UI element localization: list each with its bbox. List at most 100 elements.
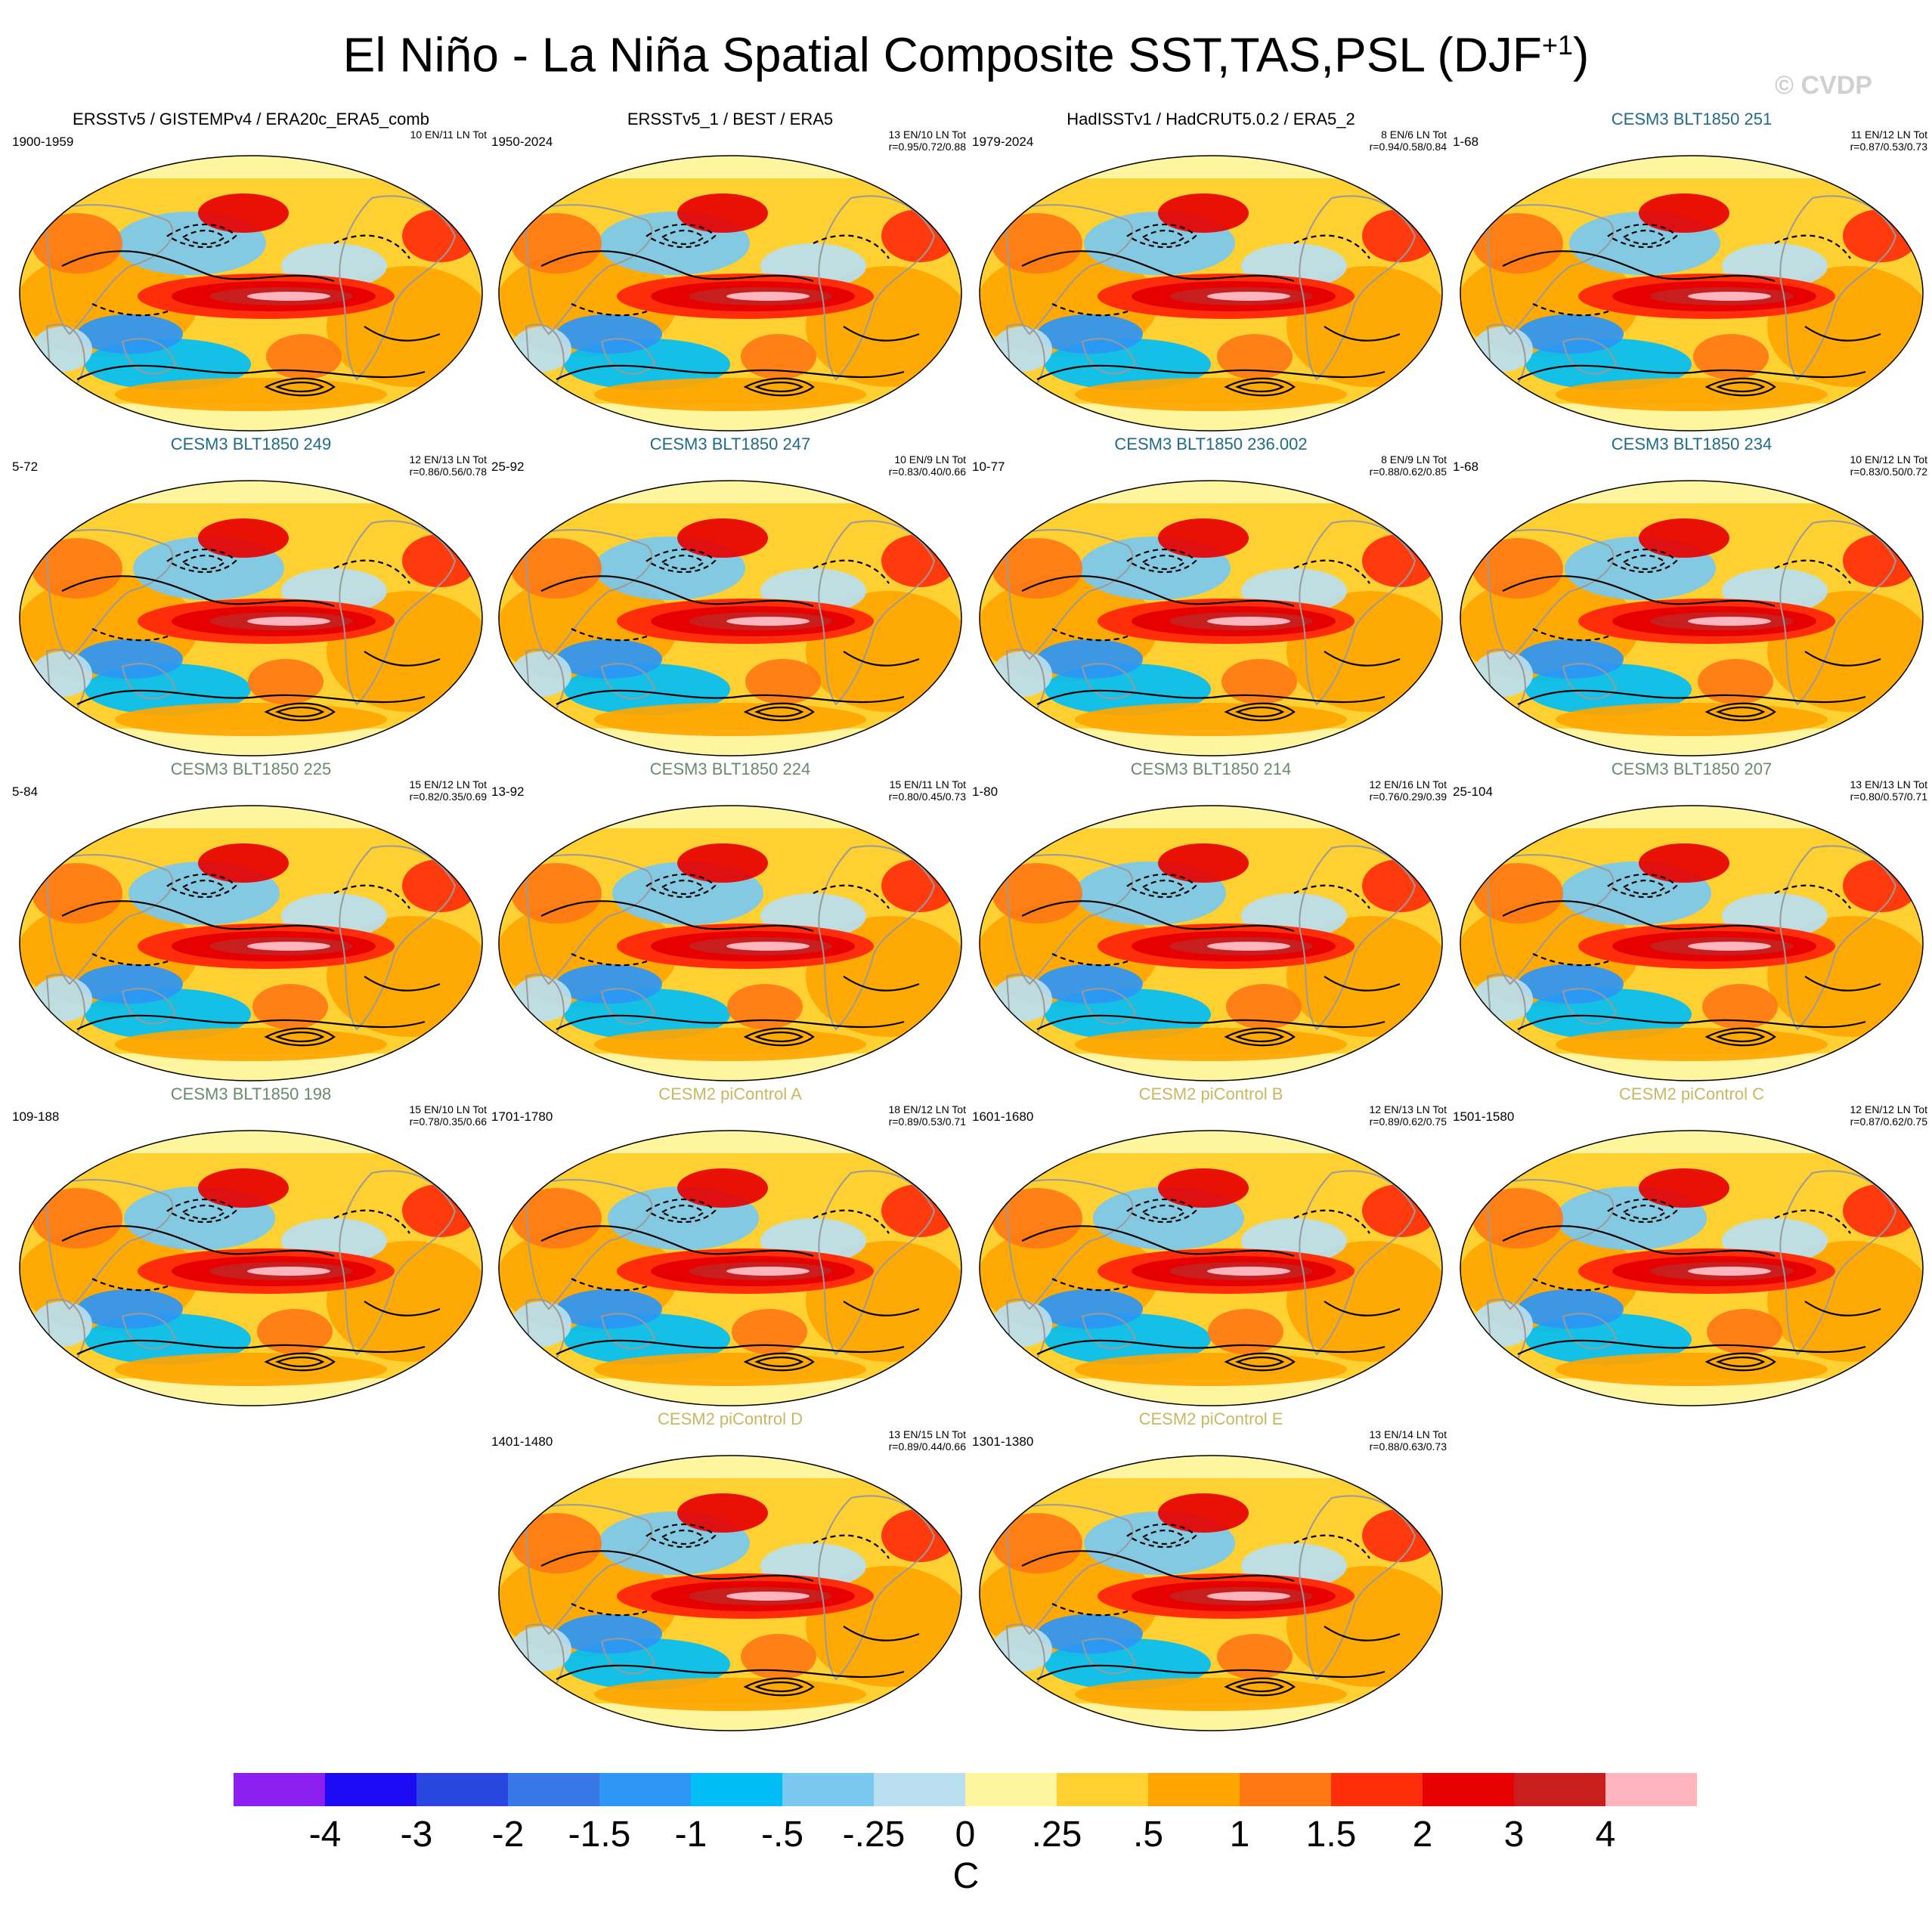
continent-outline-0: [1005, 1179, 1134, 1310]
maritime-continent-cool: [77, 639, 183, 679]
panel-years: 109-188: [12, 1109, 60, 1124]
psl-positive-contour-8: [1804, 1301, 1881, 1316]
psl-positive-contour-4: [1224, 377, 1296, 397]
arctic-warm: [881, 534, 957, 587]
southeast-pacific-warm: [248, 659, 324, 704]
southern-ocean-warm: [594, 1028, 866, 1061]
psl-negative-contour-7: [1532, 953, 1609, 967]
psl-positive-contour-5: [754, 706, 804, 718]
panel-correlations: r=0.89/0.62/0.75: [1369, 1115, 1447, 1128]
psl-positive-contour-1: [76, 364, 426, 380]
psl-positive-contour-0: [61, 1225, 335, 1258]
psl-negative-contour-2: [1126, 224, 1197, 248]
enso-tongue-layer-3: [1207, 617, 1290, 626]
robinson-map: [979, 155, 1443, 432]
continent-outline-1: [339, 845, 457, 1031]
southern-ocean-warm: [594, 1353, 866, 1386]
north-polar-band: [1460, 156, 1923, 178]
colorbar-tick-label: 1.5: [1305, 1815, 1357, 1855]
robinson-map: [498, 480, 962, 756]
psl-positive-contour-1: [1517, 364, 1866, 380]
southern-ocean-warm: [1556, 378, 1828, 411]
panel-event-counts: 15 EN/12 LN Tot: [409, 778, 487, 791]
panel-event-counts: 10 EN/11 LN Tot: [410, 128, 487, 141]
psl-positive-contour-1: [1036, 1339, 1386, 1355]
continent-outline-0: [45, 529, 174, 661]
continent-outline-0: [1005, 529, 1134, 661]
colorbar-tick-label: -.25: [842, 1815, 906, 1855]
psl-positive-contour-4: [1704, 1027, 1776, 1047]
map-border: [498, 1130, 962, 1406]
north-polar-band: [980, 481, 1442, 503]
panel-event-counts: 10 EN/9 LN Tot: [894, 453, 966, 466]
continent-outline-0: [45, 1179, 174, 1310]
southern-ocean-warm: [1556, 1028, 1828, 1061]
maritime-continent-cool: [1037, 1614, 1143, 1654]
continent-outline-1: [1299, 1170, 1416, 1356]
psl-positive-contour-1: [1036, 364, 1386, 380]
psl-negative-contour-7: [91, 303, 169, 317]
psl-positive-contour-8: [1324, 1626, 1401, 1641]
psl-negative-contour-2: [646, 549, 717, 573]
robinson-map: [498, 1455, 962, 1731]
maritime-continent-cool: [556, 314, 662, 354]
arctic-warm: [1843, 859, 1918, 912]
panel-correlations: r=0.94/0.58/0.84: [1369, 141, 1447, 153]
north-polar-band: [1460, 806, 1923, 828]
psl-negative-contour-6: [813, 1534, 890, 1559]
title-close: ): [1573, 27, 1590, 82]
psl-negative-contour-3: [660, 554, 705, 571]
continent-outline-1: [1779, 195, 1897, 381]
eurasia-warm: [992, 213, 1082, 274]
north-america-warm: [1639, 193, 1729, 233]
eurasia-warm: [992, 863, 1082, 924]
psl-positive-contour-1: [1036, 1664, 1386, 1680]
colorbar-tick-label: -1.5: [568, 1815, 631, 1855]
southeast-pacific-warm: [741, 1634, 816, 1679]
psl-positive-contour-0: [540, 1225, 814, 1258]
map-panel: CESM2 piControl C 1501-1580 12 EN/12 LN To…: [1451, 1084, 1932, 1416]
north-america-warm: [1158, 193, 1249, 233]
psl-negative-contour-3: [1621, 1204, 1667, 1221]
continent-outline-0: [1005, 854, 1134, 985]
panel-title: ERSSTv5 / GISTEMPv4 / ERA20c_ERA5_comb: [73, 110, 429, 128]
psl-positive-contour-5: [1235, 1031, 1285, 1043]
panel-title: CESM3 BLT1850 225: [170, 760, 332, 778]
colorbar-tick-label: -.5: [760, 1815, 804, 1855]
map-panel: CESM3 BLT1850 249 5-72 12 EN/13 LN Tot r=0.…: [11, 434, 491, 766]
north-america-warm: [677, 518, 768, 558]
arctic-warm: [881, 209, 957, 262]
continent-outline-1: [1299, 520, 1416, 706]
psl-positive-contour-0: [540, 1550, 814, 1583]
continent-outline-1: [818, 845, 936, 1031]
continent-outline-0: [525, 204, 653, 336]
arctic-warm: [1362, 1184, 1438, 1237]
panel-years: 1-68: [1453, 135, 1479, 149]
southeast-pacific-warm: [257, 1309, 333, 1354]
arctic-warm: [881, 859, 957, 912]
robinson-map: [1460, 155, 1924, 432]
psl-positive-contour-1: [76, 1014, 426, 1030]
north-polar-band: [499, 481, 961, 503]
panel-event-counts: 15 EN/11 LN Tot: [889, 778, 966, 791]
maritime-continent-cool: [1518, 964, 1624, 1004]
psl-positive-contour-4: [264, 702, 336, 722]
psl-positive-contour-5: [275, 1031, 325, 1043]
arctic-warm: [402, 534, 478, 587]
psl-negative-contour-6: [1293, 234, 1370, 259]
continent-outline-0: [1005, 1504, 1134, 1635]
psl-negative-contour-3: [660, 879, 705, 896]
panel-correlations: r=0.89/0.44/0.66: [888, 1440, 966, 1453]
north-polar-band: [499, 156, 961, 178]
psl-positive-contour-0: [540, 900, 814, 933]
psl-positive-contour-5: [1235, 706, 1285, 718]
continent-outline-0: [1486, 204, 1615, 336]
arctic-warm: [1362, 534, 1438, 587]
maritime-continent-cool: [1037, 1289, 1143, 1329]
eurasia-warm: [992, 1513, 1082, 1573]
continent-outline-1: [1299, 195, 1416, 381]
panel-title: CESM3 BLT1850 198: [170, 1084, 332, 1103]
maritime-continent-cool: [77, 964, 183, 1004]
psl-positive-contour-8: [364, 1301, 441, 1316]
panel-event-counts: 12 EN/12 LN Tot: [1850, 1103, 1927, 1115]
